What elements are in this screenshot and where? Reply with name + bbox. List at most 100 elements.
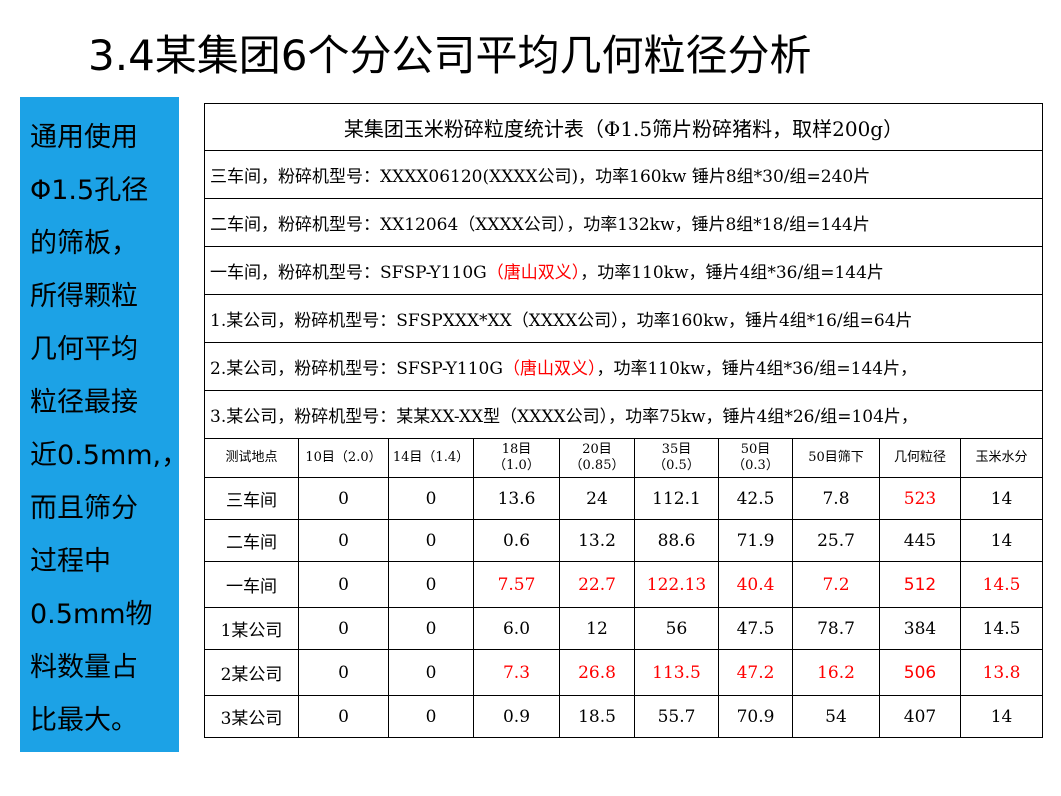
table-cell: 13.2	[559, 519, 635, 562]
summary-line: 比最大。	[30, 705, 138, 736]
column-header: 几何粒径	[879, 438, 961, 478]
machine-info-row: 1.某公司，粉碎机型号：SFSPXXX*XX（XXXX公司），功率160kw，锤…	[203, 294, 1044, 343]
column-header: 50目 （0.3）	[718, 438, 793, 478]
machine-info-row: 2.某公司，粉碎机型号：SFSP-Y110G（唐山双义），功率110kw，锤片4…	[203, 342, 1044, 391]
table-header-row: 测试地点 10目（2.0） 14目（1.4） 18目 （1.0） 20目 （0.85） 35目…	[204, 438, 1044, 478]
table-cell: 7.8	[792, 477, 880, 520]
column-header: 14目（1.4）	[388, 438, 474, 478]
table-cell: 113.5	[634, 649, 719, 696]
table-row: 二车间 0 0 0.6 13.2 88.6 71.9 25.7 445 14	[204, 519, 1044, 562]
machine-info-row: 3.某公司，粉碎机型号：某某XX-XX型（XXXX公司），功率75kw，锤片4组…	[203, 390, 1044, 439]
machine-info-text: ，功率110kw，锤片4组*36/组=144片	[580, 263, 884, 283]
column-header: 35目 （0.5）	[634, 438, 719, 478]
table-cell: 0	[388, 519, 474, 562]
table-cell: 42.5	[718, 477, 793, 520]
test-location-cell: 2某公司	[204, 649, 299, 696]
table-cell: 14.5	[959, 561, 1044, 608]
summary-line: 的筛板，	[30, 228, 138, 259]
table-cell: 112.1	[634, 477, 719, 520]
column-header: 18目 （1.0）	[473, 438, 560, 478]
table-cell: 22.7	[559, 561, 635, 608]
table-cell: 0	[388, 649, 474, 696]
table-cell: 88.6	[634, 519, 719, 562]
machine-info-text: 2.某公司，粉碎机型号：SFSP-Y110G	[210, 359, 503, 379]
machine-info-cell: 三车间，粉碎机型号：XXXX06120(XXXX公司)，功率160kw 锤片8组…	[203, 150, 1044, 199]
table-cell: 25.7	[792, 519, 880, 562]
table-cell: 6.0	[473, 607, 560, 650]
table-cell: 0	[298, 695, 389, 738]
table-cell: 0	[298, 477, 389, 520]
table-cell: 14	[959, 695, 1044, 738]
column-header: 10目（2.0）	[298, 438, 389, 478]
machine-info-row: 二车间，粉碎机型号：XX12064（XXXX公司），功率132kw，锤片8组*1…	[203, 198, 1044, 247]
table-cell: 0	[388, 607, 474, 650]
table-cell: 407	[879, 695, 961, 738]
table-cell: 0.9	[473, 695, 560, 738]
table-cell: 47.5	[718, 607, 793, 650]
test-location-cell: 二车间	[204, 519, 299, 562]
machine-info-text: 一车间，粉碎机型号：SFSP-Y110G	[210, 263, 487, 283]
table-cell: 523	[879, 477, 961, 520]
table-cell: 56	[634, 607, 719, 650]
summary-line: 所得颗粒	[30, 281, 138, 312]
column-header: 50目筛下	[792, 438, 880, 478]
machine-info-text: （唐山双义）	[502, 359, 597, 379]
table-cell: 445	[879, 519, 961, 562]
table-cell: 13.6	[473, 477, 560, 520]
summary-line: 几何平均	[30, 334, 138, 365]
table-cell: 55.7	[634, 695, 719, 738]
table-cell: 70.9	[718, 695, 793, 738]
machine-info-text: ，功率110kw，锤片4组*36/组=144片，	[596, 359, 918, 379]
table-cell: 14	[959, 519, 1044, 562]
table-row: 三车间 0 0 13.6 24 112.1 42.5 7.8 523 14	[204, 477, 1044, 520]
table-cell: 26.8	[559, 649, 635, 696]
test-location-cell: 一车间	[204, 561, 299, 608]
summary-line: 而且筛分	[30, 493, 138, 524]
machine-info-row: 三车间，粉碎机型号：XXXX06120(XXXX公司)，功率160kw 锤片8组…	[203, 150, 1044, 199]
table-cell: 13.8	[959, 649, 1044, 696]
table-cell: 14.5	[959, 607, 1044, 650]
table-cell: 512	[879, 561, 961, 608]
machine-info-cell: 1.某公司，粉碎机型号：SFSPXXX*XX（XXXX公司），功率160kw，锤…	[203, 294, 1044, 343]
table-cell: 47.2	[718, 649, 793, 696]
table-cell: 40.4	[718, 561, 793, 608]
table-row: 1某公司 0 0 6.0 12 56 47.5 78.7 384 14.5	[204, 607, 1044, 650]
table-row: 一车间 0 0 7.57 22.7 122.13 40.4 7.2 512 14.5	[204, 561, 1044, 608]
table-cell: 7.2	[792, 561, 880, 608]
machine-info-row: 一车间，粉碎机型号：SFSP-Y110G（唐山双义），功率110kw，锤片4组*…	[203, 246, 1044, 295]
table-cell: 12	[559, 607, 635, 650]
summary-line: 粒径最接	[30, 387, 138, 418]
table-row: 3某公司 0 0 0.9 18.5 55.7 70.9 54 407 14	[204, 695, 1044, 738]
machine-info-text: 1.某公司，粉碎机型号：SFSPXXX*XX（XXXX公司），功率160kw，锤…	[210, 311, 913, 331]
machine-info-text: （唐山双义）	[486, 263, 581, 283]
machine-info-text: 3.某公司，粉碎机型号：某某XX-XX型（XXXX公司），功率75kw，锤片4组…	[210, 407, 918, 427]
table-cell: 0	[298, 519, 389, 562]
summary-line: 料数量占	[30, 652, 138, 683]
slide-title: 3.4某集团6个分公司平均几何粒径分析	[88, 31, 812, 80]
table-cell: 506	[879, 649, 961, 696]
particle-size-table: 某集团玉米粉碎粒度统计表（Φ1.5筛片粉碎猪料，取样200g） 三车间，粉碎机型…	[203, 103, 1044, 738]
summary-line: Φ1.5孔径	[30, 175, 149, 206]
column-header: 20目 （0.85）	[559, 438, 635, 478]
summary-line: 近0.5mm,，	[30, 440, 189, 471]
test-location-cell: 3某公司	[204, 695, 299, 738]
table-cell: 7.57	[473, 561, 560, 608]
machine-info-cell: 一车间，粉碎机型号：SFSP-Y110G（唐山双义），功率110kw，锤片4组*…	[203, 246, 1044, 295]
summary-line: 0.5mm物	[30, 599, 153, 630]
column-header: 测试地点	[204, 438, 299, 478]
test-location-cell: 三车间	[204, 477, 299, 520]
table-caption-row: 某集团玉米粉碎粒度统计表（Φ1.5筛片粉碎猪料，取样200g）	[203, 103, 1044, 151]
table-row: 2某公司 0 0 7.3 26.8 113.5 47.2 16.2 506 13.8	[204, 649, 1044, 696]
table-cell: 16.2	[792, 649, 880, 696]
table-cell: 0	[388, 477, 474, 520]
machine-info-cell: 二车间，粉碎机型号：XX12064（XXXX公司），功率132kw，锤片8组*1…	[203, 198, 1044, 247]
table-cell: 71.9	[718, 519, 793, 562]
table-cell: 0	[298, 649, 389, 696]
test-location-cell: 1某公司	[204, 607, 299, 650]
machine-info-text: 三车间，粉碎机型号：XXXX06120(XXXX公司)，功率160kw 锤片8组…	[210, 167, 871, 187]
machine-info-cell: 3.某公司，粉碎机型号：某某XX-XX型（XXXX公司），功率75kw，锤片4组…	[203, 390, 1044, 439]
table-cell: 54	[792, 695, 880, 738]
table-cell: 122.13	[634, 561, 719, 608]
table-cell: 24	[559, 477, 635, 520]
machine-info-cell: 2.某公司，粉碎机型号：SFSP-Y110G（唐山双义），功率110kw，锤片4…	[203, 342, 1044, 391]
